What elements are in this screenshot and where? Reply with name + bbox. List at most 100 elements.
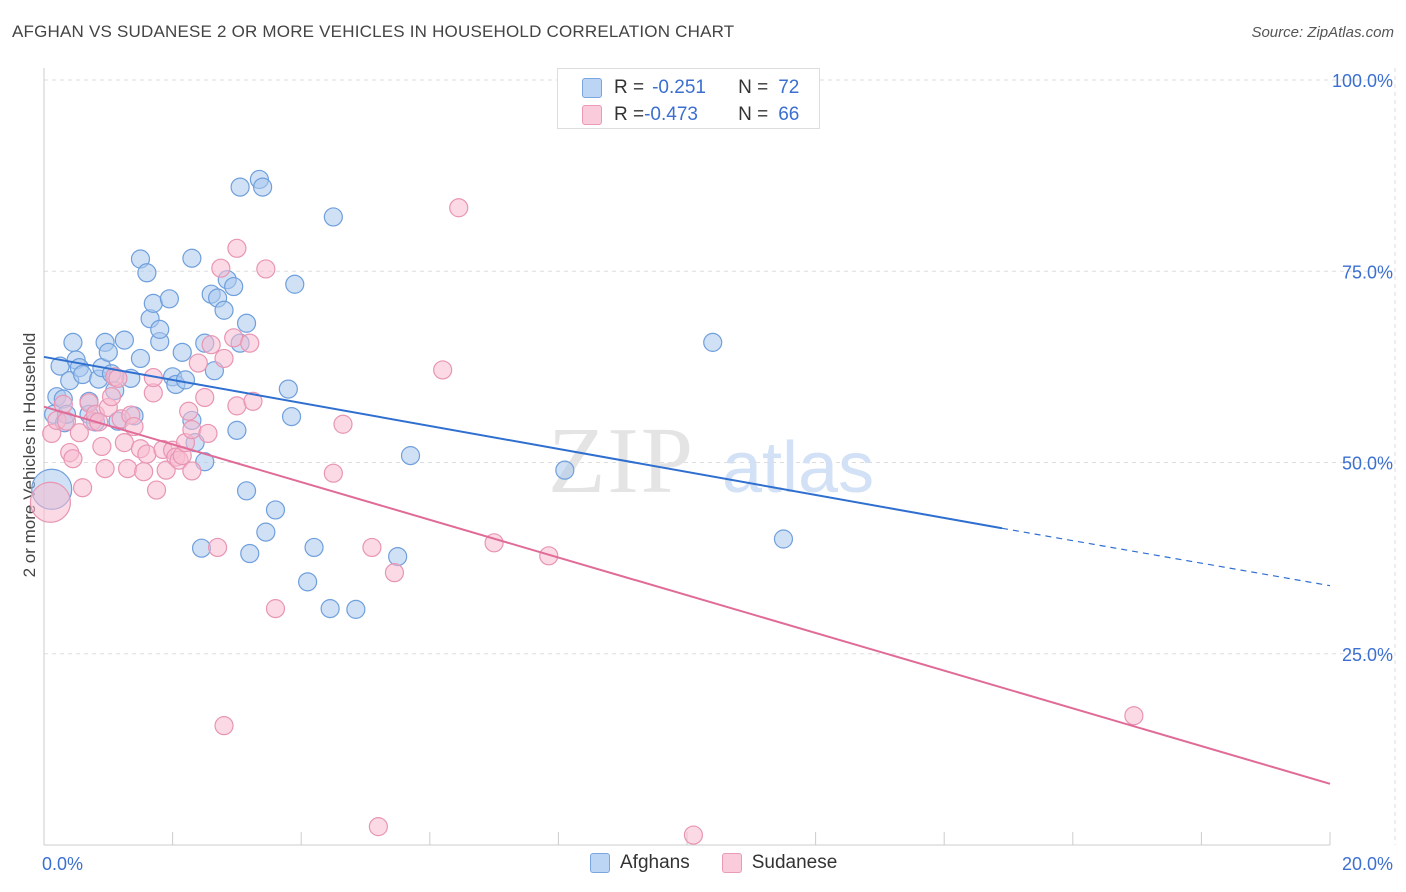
afghans-point	[265, 500, 286, 520]
sudanese-point	[198, 423, 218, 444]
watermark-atlas: atlas	[722, 428, 874, 508]
sudanese-point	[195, 387, 215, 408]
x-tick-label: 20.0%	[1342, 854, 1393, 874]
sudanese-point	[92, 436, 112, 457]
afghans-point	[182, 248, 202, 268]
legend-item-sudanese[interactable]: Sudanese	[721, 852, 837, 874]
sudanese-point	[214, 716, 234, 736]
sudanese-point	[1124, 706, 1144, 726]
sudanese-point	[117, 459, 138, 479]
source-credit: Source: ZipAtlas.com	[1251, 24, 1394, 41]
afghans-point	[278, 379, 298, 399]
afghans-point	[285, 274, 305, 294]
afghans-point	[298, 572, 318, 592]
afghans-point	[143, 293, 163, 313]
sudanese-trend-line	[43, 405, 1331, 785]
r-label: R =	[614, 104, 645, 125]
sudanese-point	[156, 460, 176, 480]
x-tick-label: 0.0%	[42, 854, 83, 874]
sudanese-point	[323, 463, 343, 483]
sudanese-point	[72, 478, 93, 498]
sudanese-point	[384, 563, 405, 583]
afghans-swatch	[590, 853, 610, 873]
sudanese-point	[243, 391, 263, 411]
sudanese-point	[95, 459, 115, 479]
afghans-point	[555, 460, 575, 480]
afghans-point	[159, 289, 179, 309]
afghans-point	[191, 538, 212, 558]
sudanese-point	[227, 238, 247, 258]
afghans-point	[240, 543, 260, 564]
afghans-point	[703, 332, 723, 352]
r-label: R =	[614, 77, 645, 98]
sudanese-point	[208, 537, 228, 558]
sudanese-point	[265, 599, 286, 619]
axes	[43, 68, 1331, 846]
afghans-point	[214, 300, 234, 320]
afghans-point	[137, 263, 157, 283]
afghans-point	[175, 370, 196, 390]
sudanese-point	[101, 387, 122, 407]
sudanese-point	[227, 396, 247, 416]
n-value: 72	[778, 77, 800, 98]
sudanese-point	[449, 198, 469, 218]
afghans-point	[388, 546, 408, 567]
afghans-swatch	[582, 78, 602, 98]
afghans-point	[224, 276, 244, 297]
afghans-point	[227, 420, 247, 440]
sudanese-point	[362, 537, 382, 558]
sudanese-point	[182, 420, 202, 440]
afghans-trend-line	[43, 355, 1003, 530]
sudanese-point	[240, 333, 260, 353]
afghans-point	[346, 599, 366, 619]
afghans-point	[98, 342, 118, 362]
watermark: ZIP atlas	[548, 409, 874, 513]
legend-label-afghans: Afghans	[620, 852, 690, 873]
n-label: N =	[738, 77, 769, 98]
sudanese-point	[683, 825, 704, 845]
afghans-point	[72, 364, 93, 385]
sudanese-point	[224, 328, 244, 348]
sudanese-points	[29, 198, 1144, 845]
sudanese-point	[433, 360, 453, 380]
sudanese-point	[182, 461, 202, 481]
afghans-point	[320, 599, 340, 619]
series-legend: Afghans Sudanese	[590, 852, 859, 874]
afghans-point	[130, 348, 151, 369]
n-label: N =	[738, 104, 769, 125]
sudanese-point	[56, 411, 77, 431]
sudanese-point	[146, 480, 167, 500]
afghans-point	[253, 177, 273, 197]
afghans-point	[150, 319, 170, 339]
n-value: 66	[778, 104, 800, 125]
sudanese-swatch	[582, 105, 602, 125]
afghans-trend-extension	[1001, 527, 1331, 587]
r-value: -0.251	[652, 77, 706, 98]
sudanese-point	[137, 444, 157, 464]
sudanese-point	[214, 348, 234, 369]
sudanese-point	[333, 414, 353, 434]
sudanese-point	[29, 481, 72, 523]
y-tick-label: 75.0%	[1342, 262, 1393, 282]
sudanese-point	[63, 449, 83, 469]
y-tick-label: 50.0%	[1342, 454, 1393, 474]
afghans-point	[773, 529, 794, 549]
r-value: -0.473	[644, 104, 698, 125]
afghans-point	[230, 177, 250, 197]
stats-row-sudanese: R = -0.473 N = 66	[582, 104, 799, 126]
sudanese-point	[188, 353, 208, 373]
sudanese-point	[539, 546, 559, 566]
y-tick-label: 25.0%	[1342, 645, 1393, 665]
afghans-point	[304, 537, 324, 558]
legend-item-afghans[interactable]: Afghans	[590, 852, 690, 874]
sudanese-point	[211, 258, 231, 278]
afghans-point	[323, 207, 343, 227]
afghans-point	[236, 313, 257, 333]
afghans-point	[172, 342, 192, 362]
tick-labels: 100.0% 75.0% 50.0% 25.0% 0.0% 20.0%	[42, 71, 1393, 874]
afghans-point	[256, 522, 276, 542]
sudanese-point	[134, 462, 154, 482]
sudanese-point	[256, 259, 276, 279]
stats-row-afghans: R = -0.251 N = 72	[582, 77, 799, 99]
